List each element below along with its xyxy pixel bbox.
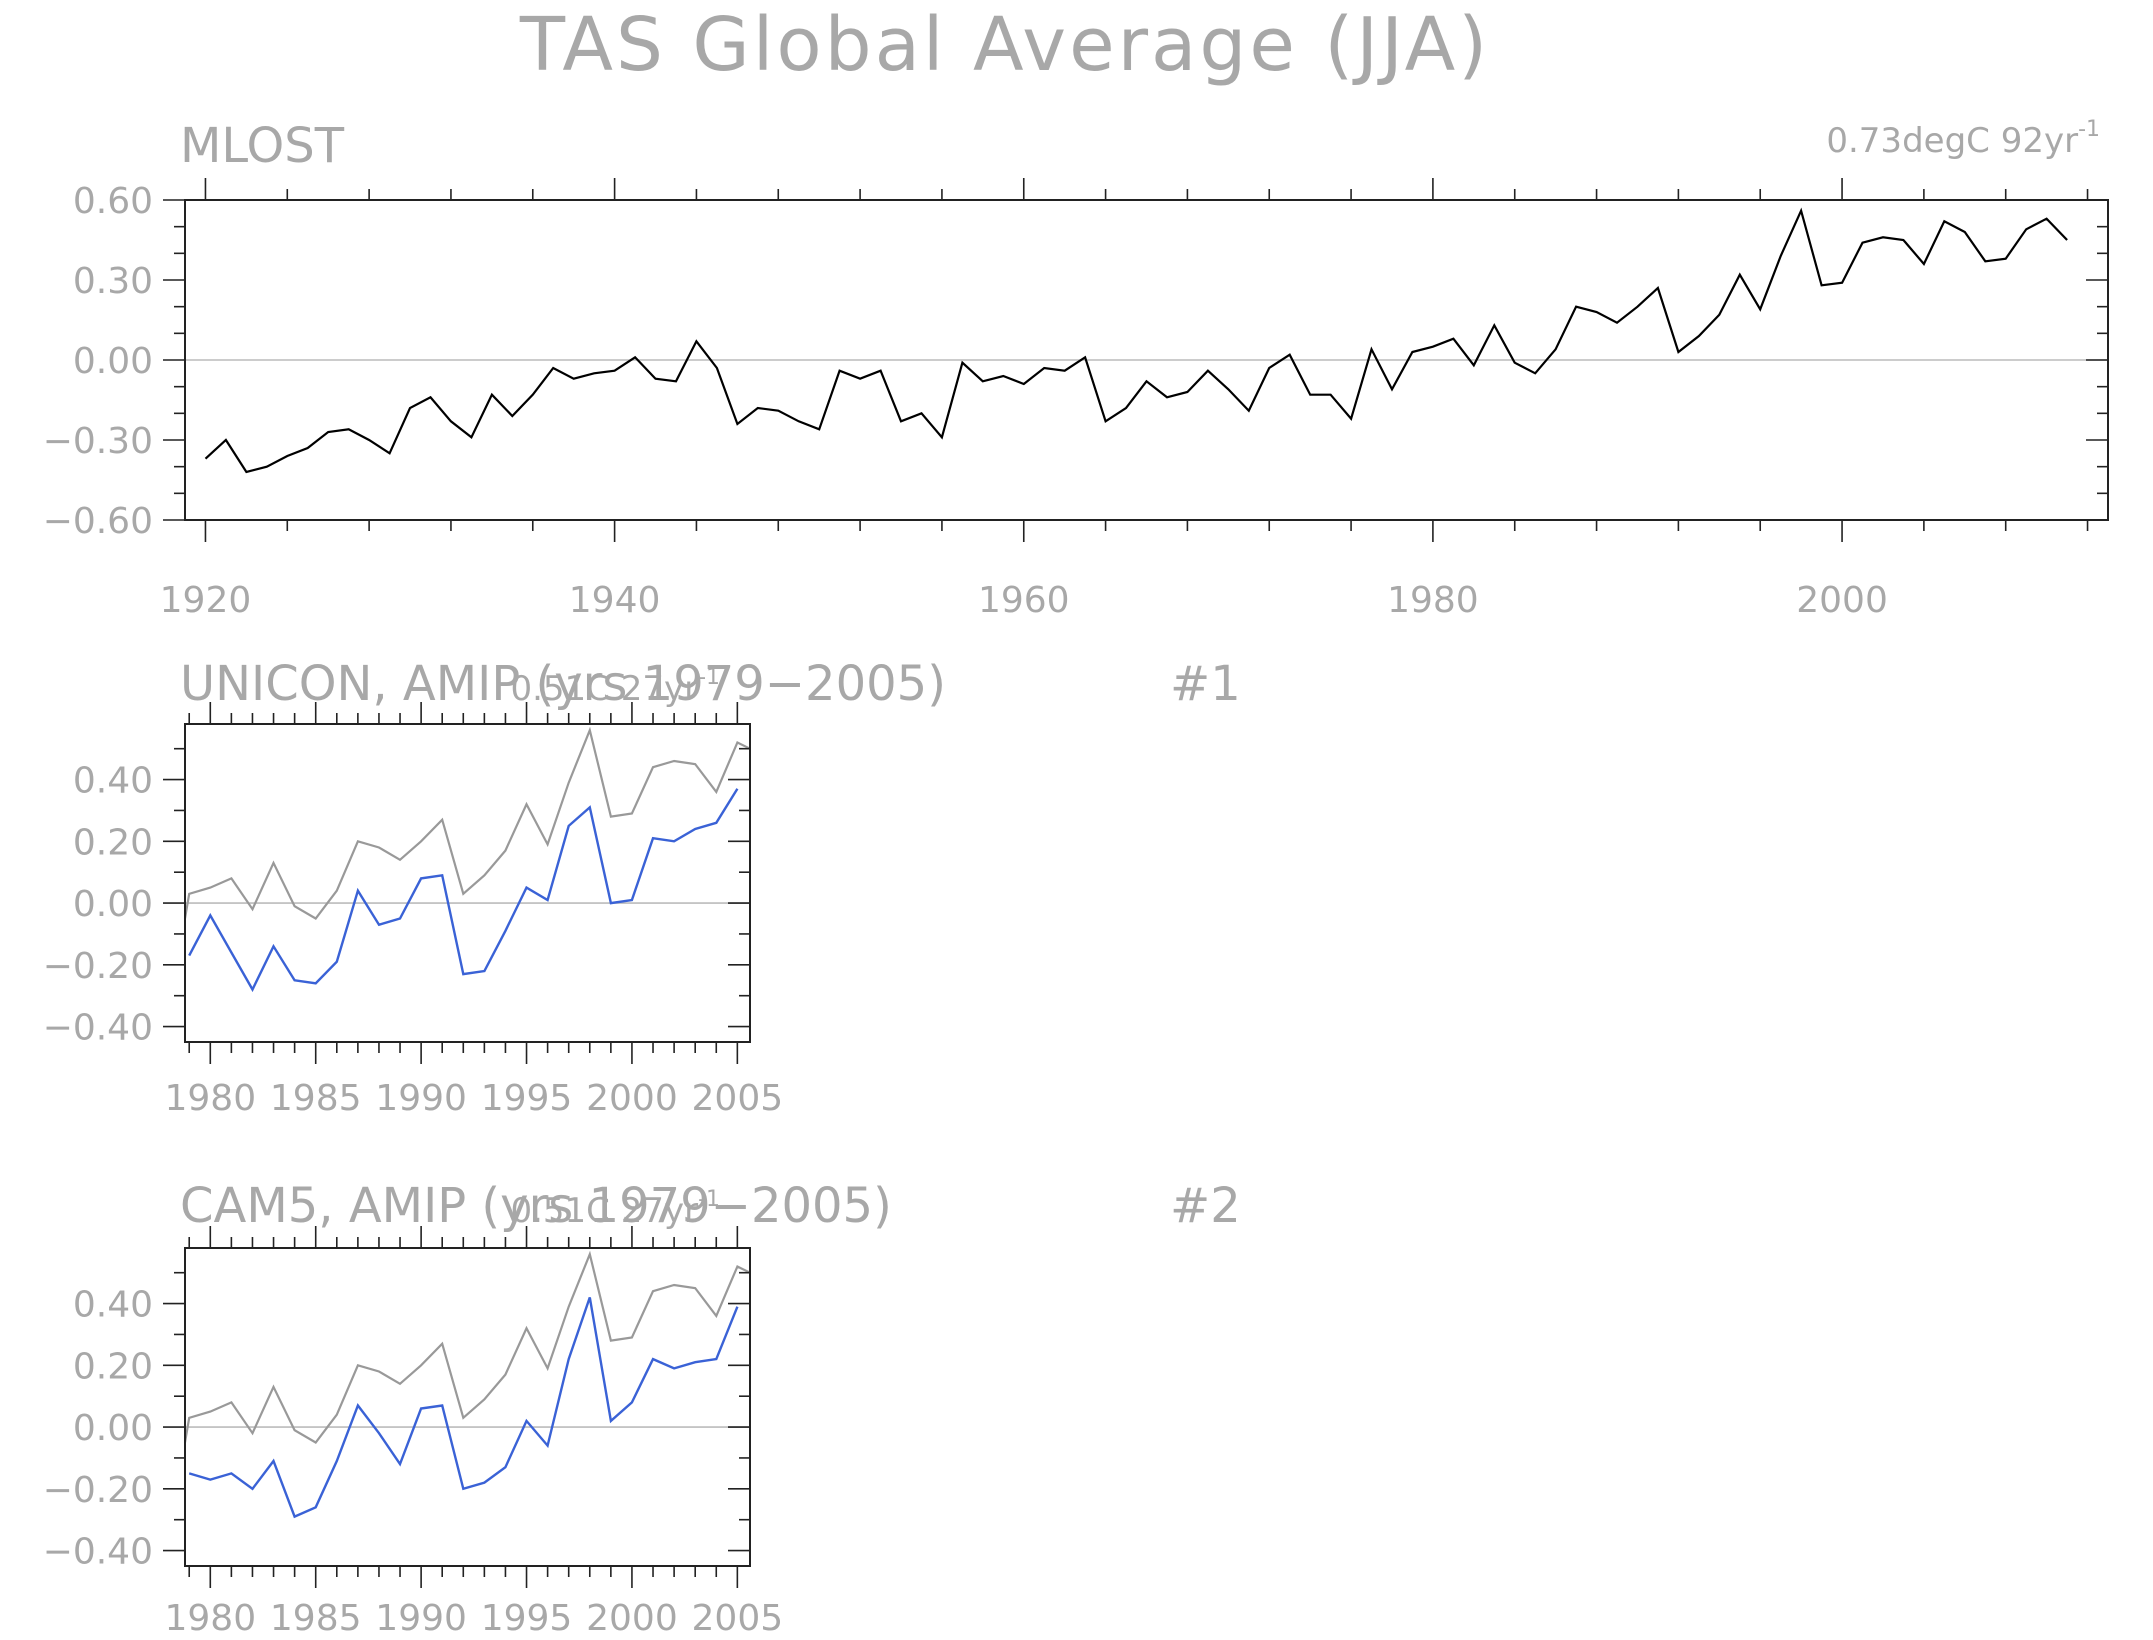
y-tick-label: −0.30 <box>43 421 153 462</box>
series-line-obs_reference <box>183 1250 751 1444</box>
y-tick-label: 0.30 <box>73 261 153 302</box>
series-line-obs_reference <box>183 726 751 920</box>
y-tick-label: −0.40 <box>43 1008 153 1049</box>
y-tick-label: 0.00 <box>73 884 153 925</box>
series-line-obs <box>204 207 2068 474</box>
plot-frame <box>184 1247 751 1567</box>
y-tick-label: 0.20 <box>73 1346 153 1387</box>
x-tick-label: 1990 <box>375 1598 467 1639</box>
x-tick-label: 1995 <box>481 1078 573 1119</box>
x-tick-label: 2005 <box>692 1078 784 1119</box>
trend-label-cam5-main: 0.51C 27yr <box>510 1191 698 1231</box>
y-tick-label: 0.00 <box>73 341 153 382</box>
panel-mlost: MLOST 0.73degC 92yr-1 <box>180 117 2100 174</box>
trend-label-cam5: 0.51C 27yr-1 <box>510 1187 720 1231</box>
plot-frame <box>184 723 751 1043</box>
panel-unicon: UNICON, AMIP (yrs 1979−2005) #1 0.51C 27… <box>180 656 1241 712</box>
figure-title: TAS Global Average (JJA) <box>519 2 1490 88</box>
x-tick-label: 1940 <box>569 580 661 621</box>
y-tick-label: 0.60 <box>73 181 153 222</box>
plot-cam5: 1980 1985 1990 1995 2000 2005 −0.40 −0.20 0.00 0.… <box>43 1226 783 1639</box>
y-tick-label: −0.20 <box>43 946 153 987</box>
plot-mlost: 1920 1940 1960 1980 2000 −0.60 −0.30 0.00 0.30 0.… <box>43 178 2109 621</box>
y-tick-label: 0.40 <box>73 1285 153 1326</box>
x-tick-label: 1960 <box>978 580 1070 621</box>
panel-title-unicon: UNICON, AMIP (yrs 1979−2005) <box>180 656 946 712</box>
trend-label-unicon-sup: -1 <box>698 665 720 690</box>
run-label-cam5: #2 <box>1170 1178 1241 1234</box>
y-tick-label: 0.20 <box>73 822 153 863</box>
trend-label-unicon-main: 0.51C 27yr <box>510 669 698 709</box>
series-line-model <box>188 1297 739 1519</box>
x-tick-label: 2005 <box>692 1598 784 1639</box>
y-tick-label: −0.20 <box>43 1470 153 1511</box>
x-tick-label: 2000 <box>586 1598 678 1639</box>
trend-label-mlost: 0.73degC 92yr-1 <box>1826 117 2100 161</box>
x-tick-label: 1985 <box>270 1078 362 1119</box>
run-label-unicon: #1 <box>1170 656 1241 712</box>
x-tick-label: 1980 <box>1387 580 1479 621</box>
y-tick-label: −0.60 <box>43 501 153 542</box>
panel-cam5: CAM5, AMIP (yrs 1979−2005) #2 0.51C 27yr… <box>180 1178 1241 1234</box>
x-tick-label: 1995 <box>481 1598 573 1639</box>
x-tick-label: 1980 <box>164 1598 256 1639</box>
trend-label-mlost-sup: -1 <box>2078 117 2100 142</box>
series-line-model <box>188 788 739 993</box>
x-tick-label: 2000 <box>586 1078 678 1119</box>
panel-title-mlost: MLOST <box>180 118 345 174</box>
trend-label-cam5-sup: -1 <box>698 1187 720 1212</box>
x-tick-label: 1920 <box>160 580 252 621</box>
trend-label-mlost-main: 0.73degC 92yr <box>1826 121 2078 161</box>
y-tick-label: 0.40 <box>73 761 153 802</box>
x-tick-label: 1985 <box>270 1598 362 1639</box>
x-tick-label: 2000 <box>1796 580 1888 621</box>
x-tick-label: 1980 <box>164 1078 256 1119</box>
y-tick-label: −0.40 <box>43 1532 153 1573</box>
y-tick-label: 0.00 <box>73 1408 153 1449</box>
x-tick-label: 1990 <box>375 1078 467 1119</box>
trend-label-unicon: 0.51C 27yr-1 <box>510 665 720 709</box>
panel-title-cam5: CAM5, AMIP (yrs 1979−2005) <box>180 1178 892 1234</box>
plot-unicon: 1980 1985 1990 1995 2000 2005 −0.40 −0.20 0.00 0.… <box>43 702 783 1119</box>
